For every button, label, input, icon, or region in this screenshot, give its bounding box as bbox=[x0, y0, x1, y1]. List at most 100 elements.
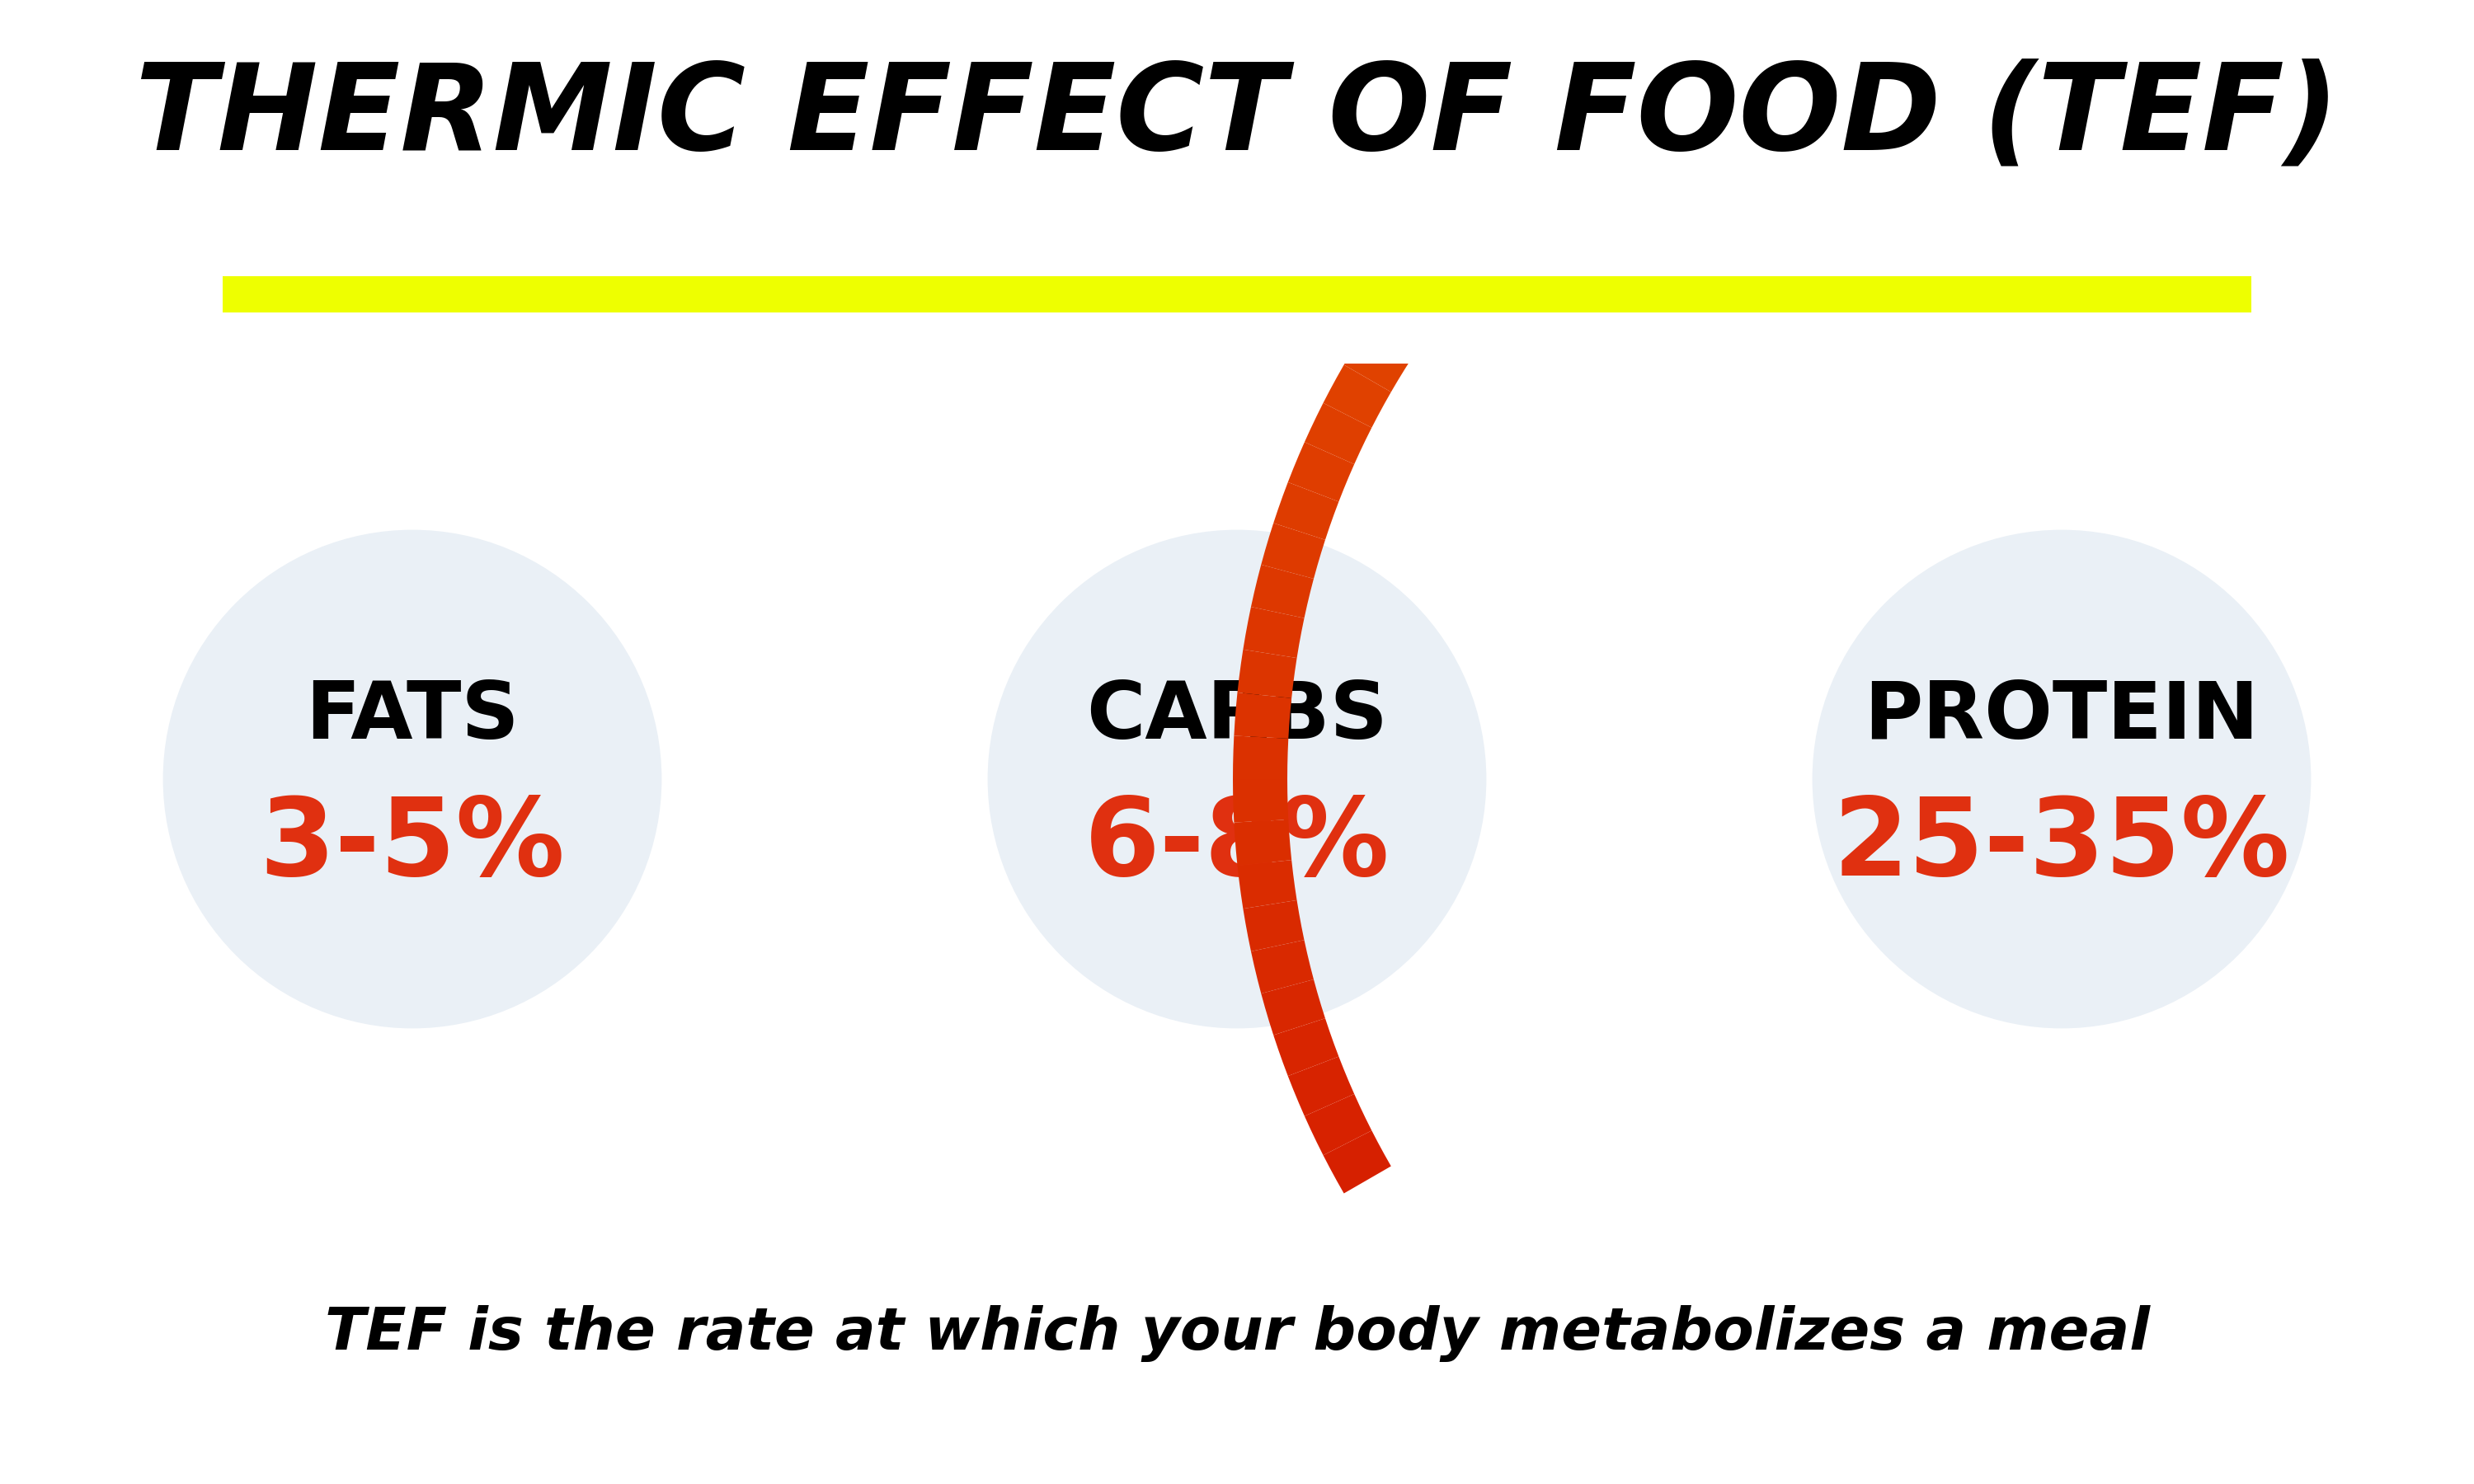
Polygon shape bbox=[591, 0, 609, 27]
Polygon shape bbox=[945, 0, 972, 55]
Polygon shape bbox=[871, 31, 905, 85]
Ellipse shape bbox=[1813, 530, 2311, 1028]
Polygon shape bbox=[381, 0, 388, 6]
Polygon shape bbox=[517, 0, 529, 12]
Polygon shape bbox=[559, 0, 574, 19]
Polygon shape bbox=[1158, 0, 1173, 9]
Polygon shape bbox=[1724, 6, 1784, 71]
Polygon shape bbox=[1289, 442, 1353, 502]
Polygon shape bbox=[1262, 979, 1326, 1036]
Polygon shape bbox=[1242, 607, 1304, 657]
Polygon shape bbox=[1304, 404, 1371, 464]
Polygon shape bbox=[262, 0, 277, 18]
Polygon shape bbox=[435, 0, 443, 6]
Polygon shape bbox=[1148, 0, 1163, 9]
Text: 3-5%: 3-5% bbox=[260, 794, 564, 898]
Polygon shape bbox=[1294, 0, 1306, 7]
Polygon shape bbox=[908, 15, 938, 68]
Polygon shape bbox=[507, 0, 520, 12]
Polygon shape bbox=[1413, 0, 1435, 27]
Polygon shape bbox=[1764, 0, 1823, 56]
Polygon shape bbox=[470, 0, 477, 7]
Polygon shape bbox=[233, 0, 247, 24]
Text: TEF is the rate at which your body metabolizes a meal: TEF is the rate at which your body metab… bbox=[324, 1304, 2150, 1362]
Text: PROTEIN: PROTEIN bbox=[1865, 678, 2259, 755]
Polygon shape bbox=[1685, 22, 1747, 89]
Polygon shape bbox=[2182, 0, 2234, 22]
Polygon shape bbox=[1554, 22, 1583, 76]
Polygon shape bbox=[1806, 0, 1860, 43]
Polygon shape bbox=[891, 22, 920, 76]
Polygon shape bbox=[1252, 939, 1314, 994]
Polygon shape bbox=[1465, 0, 1492, 43]
Polygon shape bbox=[277, 0, 289, 15]
Polygon shape bbox=[1484, 0, 1509, 49]
Polygon shape bbox=[1012, 0, 1034, 34]
Polygon shape bbox=[1536, 15, 1566, 68]
Polygon shape bbox=[1232, 736, 1289, 779]
Polygon shape bbox=[292, 0, 304, 13]
Polygon shape bbox=[863, 36, 896, 88]
Polygon shape bbox=[955, 0, 982, 52]
Polygon shape bbox=[1188, 0, 1200, 6]
Polygon shape bbox=[477, 0, 487, 9]
Polygon shape bbox=[1029, 0, 1054, 30]
Polygon shape bbox=[520, 0, 534, 13]
Polygon shape bbox=[1475, 163, 1544, 232]
Polygon shape bbox=[213, 0, 230, 28]
Polygon shape bbox=[332, 0, 341, 9]
Polygon shape bbox=[351, 0, 361, 7]
Polygon shape bbox=[1376, 0, 1395, 19]
Polygon shape bbox=[272, 0, 285, 16]
Polygon shape bbox=[581, 0, 599, 25]
Polygon shape bbox=[502, 0, 512, 10]
Polygon shape bbox=[965, 0, 990, 49]
Polygon shape bbox=[297, 0, 309, 12]
Polygon shape bbox=[1507, 135, 1573, 203]
Polygon shape bbox=[1385, 0, 1405, 21]
Polygon shape bbox=[1586, 40, 1620, 92]
Polygon shape bbox=[1348, 0, 1366, 15]
Polygon shape bbox=[391, 0, 398, 4]
Polygon shape bbox=[1237, 650, 1296, 697]
Polygon shape bbox=[1089, 0, 1108, 18]
Polygon shape bbox=[1569, 31, 1603, 85]
Polygon shape bbox=[366, 0, 374, 6]
Polygon shape bbox=[1445, 193, 1514, 261]
Text: THERMIC EFFECT OF FOOD (TEF): THERMIC EFFECT OF FOOD (TEF) bbox=[136, 58, 2338, 175]
Polygon shape bbox=[562, 0, 579, 21]
Polygon shape bbox=[1509, 3, 1539, 58]
Polygon shape bbox=[1262, 522, 1326, 579]
Polygon shape bbox=[1329, 0, 1346, 12]
Polygon shape bbox=[376, 0, 383, 6]
Polygon shape bbox=[1128, 0, 1145, 12]
Polygon shape bbox=[421, 0, 428, 4]
Polygon shape bbox=[1138, 0, 1153, 10]
Polygon shape bbox=[460, 0, 468, 7]
Polygon shape bbox=[928, 7, 955, 61]
Polygon shape bbox=[1324, 1131, 1390, 1193]
Polygon shape bbox=[1526, 10, 1556, 65]
Polygon shape bbox=[307, 0, 319, 12]
Polygon shape bbox=[1366, 0, 1385, 18]
Polygon shape bbox=[1393, 0, 1415, 22]
Polygon shape bbox=[430, 0, 438, 6]
Polygon shape bbox=[322, 0, 332, 9]
Polygon shape bbox=[2378, 22, 2437, 89]
Polygon shape bbox=[1420, 0, 1445, 30]
Polygon shape bbox=[2301, 0, 2358, 56]
Text: 6-8%: 6-8% bbox=[1084, 794, 1390, 898]
Polygon shape bbox=[2412, 42, 2474, 108]
Polygon shape bbox=[228, 0, 242, 25]
Polygon shape bbox=[302, 0, 314, 12]
Polygon shape bbox=[1108, 0, 1126, 15]
Polygon shape bbox=[1932, 0, 1982, 15]
Polygon shape bbox=[1247, 0, 1257, 4]
Polygon shape bbox=[972, 0, 999, 45]
Polygon shape bbox=[982, 0, 1009, 43]
Polygon shape bbox=[257, 0, 272, 19]
Polygon shape bbox=[1227, 0, 1237, 4]
Polygon shape bbox=[1118, 0, 1136, 13]
Polygon shape bbox=[1022, 0, 1044, 31]
Polygon shape bbox=[1324, 365, 1390, 427]
